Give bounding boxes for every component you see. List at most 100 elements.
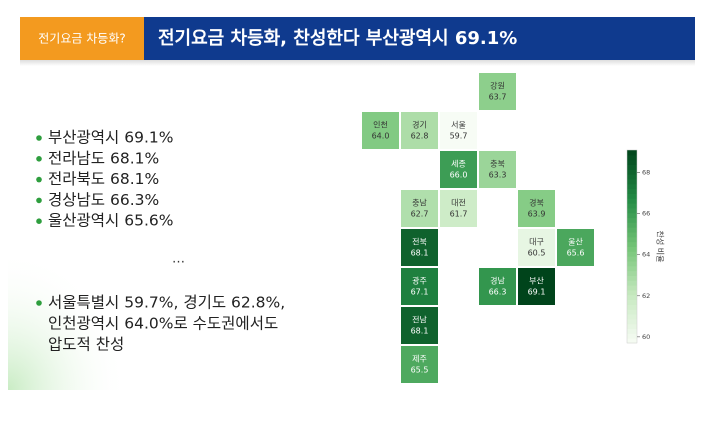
tile-value: 59.7 [450,132,468,141]
colorbar-segment [627,150,637,156]
tile-name: 충남 [412,199,427,208]
bullet-text: 부산광역시 69.1% [48,129,173,147]
tile-value: 66.3 [489,288,507,297]
colorbar-segment [627,338,637,344]
bullet-dot [36,135,42,141]
tile [401,346,438,383]
colorbar-segment [627,207,637,214]
tile-value: 63.3 [489,171,507,180]
colorbar-segment [627,174,637,180]
tile [440,112,477,149]
colorbar-segment [627,328,637,334]
colorbar-segment [627,318,637,325]
colorbar-segment [627,314,637,320]
colorbar-segment [627,256,637,262]
tile [440,151,477,188]
colorbar-segment [627,212,637,219]
colorbar-segment [627,236,637,243]
colorbar-tick-label: 60 [642,333,650,341]
tile-name: 경북 [529,198,544,208]
header-badge-bg [20,17,144,60]
tile [479,151,516,188]
tile-name: 경남 [490,276,505,286]
colorbar-segment [627,333,637,339]
tile-name: 서울 [451,121,466,130]
tile-value: 64.0 [372,132,390,141]
colorbar-segment [627,289,637,296]
tile-value: 63.9 [528,210,546,219]
tile-name: 전북 [412,237,427,247]
tile [362,112,399,149]
colorbar-segment [627,164,637,170]
bullet-list: 부산광역시 69.1% 전라남도 68.1% 전라북도 68.1% 경상남도 66.3… [36,129,285,354]
tile-value: 68.1 [411,249,429,258]
tile [401,190,438,227]
colorbar-segment [627,265,637,272]
tile-value: 66.0 [450,171,468,180]
tile [479,73,516,110]
tile-name: 광주 [412,276,427,286]
tile-value: 60.5 [528,249,546,258]
colorbar-tick-label: 64 [642,251,650,259]
colorbar-segment [627,154,637,161]
tile [401,307,438,344]
tile-value: 61.7 [450,210,468,219]
bullet-text: 울산광역시 65.6% [48,212,173,230]
bullet-dot [36,197,42,204]
colorbar-segment [627,178,637,185]
tile-name: 대구 [529,238,544,247]
colorbar-segment [627,285,637,291]
colorbar-segment [627,183,637,190]
tile-name: 경기 [412,120,427,130]
tile-name: 울산 [568,237,583,247]
tile [440,190,477,227]
colorbar-tick-label: 62 [642,292,650,300]
tile-name: 부산 [529,276,544,286]
header-bar [144,17,695,60]
note-line: 서울특별시 59.7%, 경기도 62.8%, [48,294,285,312]
tile-name: 세종 [451,160,466,169]
tile [518,190,555,227]
colorbar-label: 찬성 비율 [656,231,666,263]
tile-value: 67.1 [411,288,429,297]
colorbar-segment [627,270,637,276]
tile [401,229,438,266]
tile-map: 강원 63.7 인천 64.0 경기 62.8 서울 59.7 세종 66.0 충북 63.3 충남 62… [362,73,666,383]
colorbar-segment [627,232,637,238]
colorbar-segment [627,222,637,228]
tile-name: 충북 [490,160,505,169]
decor-glow [8,250,128,390]
tile [518,268,555,305]
tile [557,229,594,266]
bullet-dot [36,176,42,183]
colorbar-segment [627,193,637,199]
tile-name: 인천 [373,120,388,130]
tile-value: 69.1 [528,288,546,297]
ellipsis: … [172,252,185,267]
tile [401,268,438,305]
colorbar-segment [627,227,637,233]
note-line: 압도적 찬성 [48,336,124,354]
bullet-dot [36,300,42,306]
tile-name: 대전 [451,198,466,208]
header-badge: 전기요금 차등화? [38,32,125,46]
tile-value: 65.6 [567,249,585,258]
tile-value: 68.1 [411,327,429,336]
tile [479,268,516,305]
colorbar-segment [627,217,637,223]
tile-value: 62.8 [411,132,429,141]
colorbar-segment [627,188,637,194]
colorbar-segment [627,203,637,209]
header-title: 전기요금 차등화, 찬성한다 부산광역시 69.1% [158,28,517,49]
colorbar-segment [627,169,637,175]
colorbar-segment [627,260,637,267]
colorbar-segment [627,159,637,165]
colorbar-frame [626,149,638,344]
colorbar-segment [627,299,637,305]
colorbar-segment [627,309,637,315]
colorbar-segment [627,323,637,330]
colorbar-segment [627,198,637,204]
colorbar-segment [627,280,637,286]
bullet-text: 전라남도 68.1% [48,149,159,167]
